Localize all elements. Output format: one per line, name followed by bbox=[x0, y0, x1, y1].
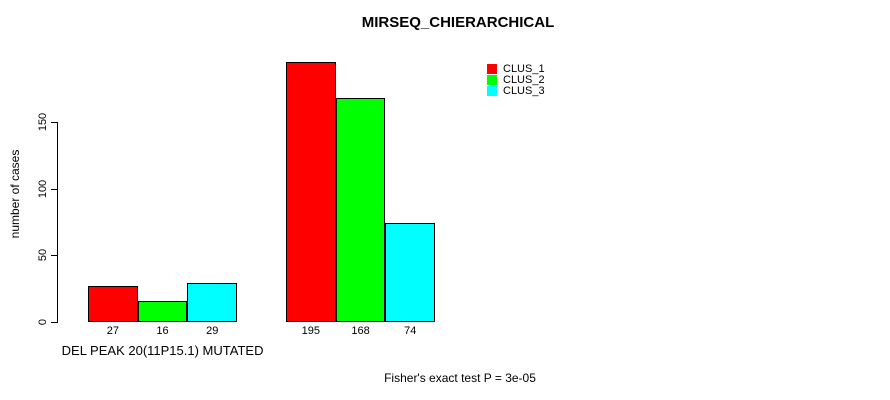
legend-item-clus-2: CLUS_2 bbox=[487, 74, 545, 86]
chart-title: MIRSEQ_CHIERARCHICAL bbox=[361, 14, 555, 31]
legend-swatch-cyan bbox=[487, 86, 497, 96]
y-axis-tick bbox=[51, 188, 58, 190]
legend-label: CLUS_2 bbox=[503, 74, 545, 86]
bar-clus_3-group1 bbox=[187, 283, 238, 322]
legend-swatch-green bbox=[487, 75, 497, 85]
category-label: DEL PEAK 20(11P15.1) MUTATED bbox=[61, 343, 264, 358]
fisher-test-annotation: Fisher's exact test P = 3e-05 bbox=[384, 371, 536, 385]
y-axis-tick-label: 0 bbox=[37, 318, 49, 326]
legend-label: CLUS_3 bbox=[503, 85, 545, 97]
y-axis-tick-label: 100 bbox=[37, 179, 49, 198]
y-axis-tick bbox=[51, 122, 58, 123]
bar-clus_2-group2 bbox=[335, 98, 386, 322]
y-axis-tick-label: 50 bbox=[37, 249, 49, 262]
bar-clus_3-group2 bbox=[385, 223, 436, 322]
legend: CLUS_1 CLUS_2 CLUS_3 bbox=[487, 64, 545, 97]
bar-value-label: 16 bbox=[156, 325, 169, 337]
y-axis-tick bbox=[51, 255, 58, 257]
bar-clus_2-group1 bbox=[137, 300, 188, 322]
y-axis-tick bbox=[51, 322, 58, 323]
y-axis-label: number of cases bbox=[8, 149, 22, 239]
legend-item-clus-3: CLUS_3 bbox=[487, 85, 545, 97]
y-axis-line bbox=[57, 122, 58, 323]
bar-value-label: 168 bbox=[351, 325, 370, 337]
legend-label: CLUS_1 bbox=[503, 63, 545, 75]
legend-swatch-red bbox=[487, 64, 497, 74]
bar-value-label: 74 bbox=[404, 325, 417, 337]
bar-clus_1-group1 bbox=[88, 286, 138, 322]
bar-value-label: 195 bbox=[301, 325, 321, 337]
y-axis-tick-label: 150 bbox=[37, 112, 49, 132]
bar-clus_1-group2 bbox=[286, 62, 336, 322]
bar-value-label: 27 bbox=[106, 325, 119, 337]
bar-value-label: 29 bbox=[206, 325, 219, 337]
legend-item-clus-1: CLUS_1 bbox=[487, 63, 545, 75]
